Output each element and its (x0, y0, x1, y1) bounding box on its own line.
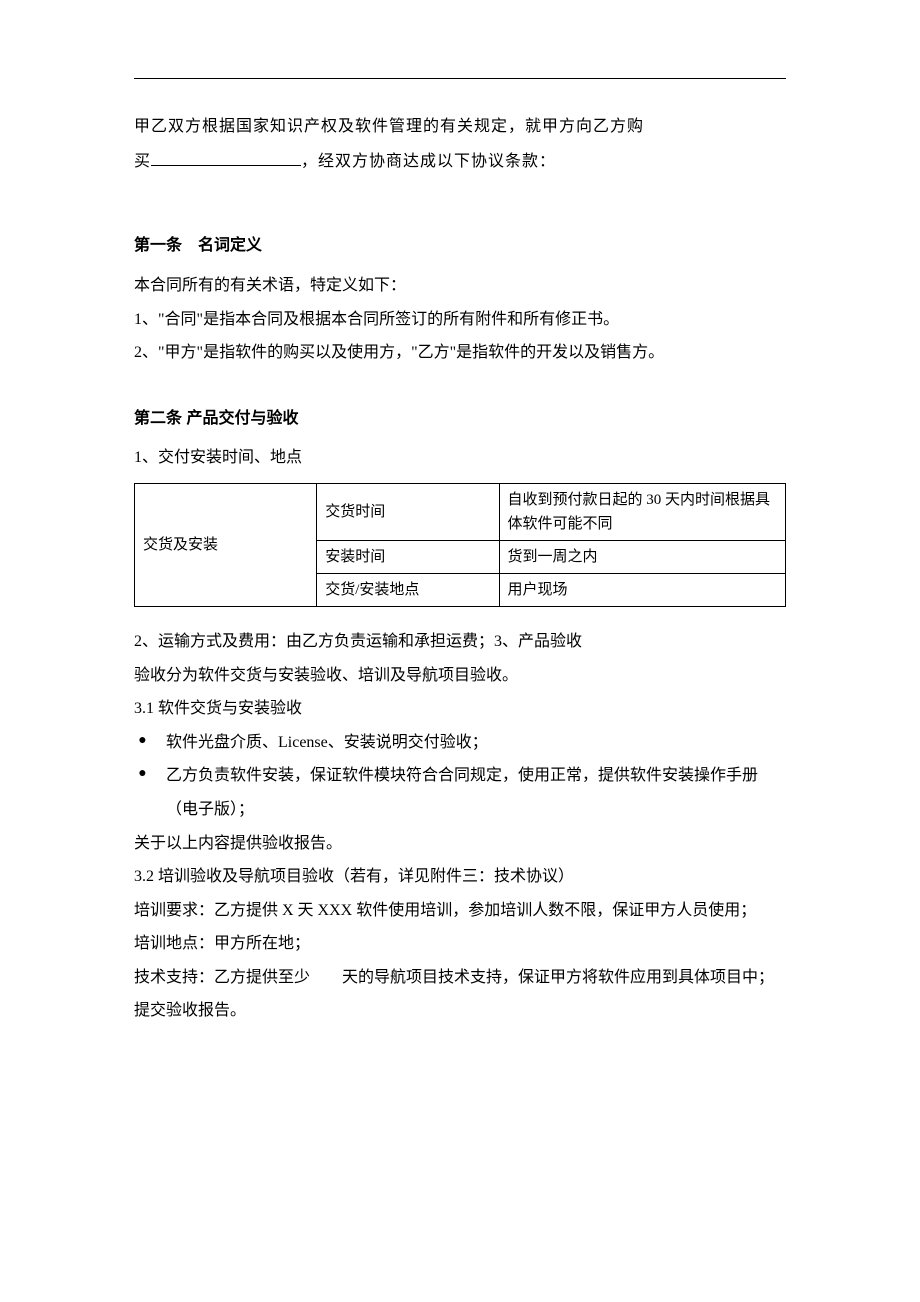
section-2: 第二条 产品交付与验收 1、交付安装时间、地点 交货及安装 交货时间 自收到预付… (134, 402, 786, 1028)
bullet-list: 软件光盘介质、License、安装说明交付验收； 乙方负责软件安装，保证软件模块… (134, 726, 786, 827)
section2-p32-title: 3.2 培训验收及导航项目验收（若有，详见附件三：技术协议） (134, 860, 786, 894)
section2-p1: 1、交付安装时间、地点 (134, 441, 786, 475)
table-cell-value: 自收到预付款日起的 30 天内时间根据具体软件可能不同 (499, 483, 785, 540)
intro-line2-prefix: 买 (134, 153, 151, 170)
delivery-table: 交货及安装 交货时间 自收到预付款日起的 30 天内时间根据具体软件可能不同 安… (134, 483, 786, 607)
table-cell-label: 安装时间 (317, 540, 499, 573)
table-cell-value: 货到一周之内 (499, 540, 785, 573)
top-divider (134, 78, 786, 79)
table-cell-label: 交货时间 (317, 483, 499, 540)
intro-line1: 甲乙双方根据国家知识产权及软件管理的有关规定，就甲方向乙方购 (134, 118, 644, 135)
list-item: 乙方负责软件安装，保证软件模块符合合同规定，使用正常，提供软件安装操作手册（电子… (134, 759, 786, 826)
section1-p2: 2、"甲方"是指软件的购买以及使用方，"乙方"是指软件的开发以及销售方。 (134, 336, 786, 370)
section2-p32-d: 提交验收报告。 (134, 994, 786, 1028)
section2-p31-title: 3.1 软件交货与安装验收 (134, 692, 786, 726)
section2-p3: 验收分为软件交货与安装验收、培训及导航项目验收。 (134, 659, 786, 693)
section2-title: 第二条 产品交付与验收 (134, 402, 786, 436)
intro-line2-suffix: ，经双方协商达成以下协议条款： (301, 153, 556, 170)
section2-p32-b: 培训地点：甲方所在地； (134, 927, 786, 961)
section1-p1: 1、"合同"是指本合同及根据本合同所签订的所有附件和所有修正书。 (134, 303, 786, 337)
table-row: 交货及安装 交货时间 自收到预付款日起的 30 天内时间根据具体软件可能不同 (135, 483, 786, 540)
section1-p0: 本合同所有的有关术语，特定义如下： (134, 269, 786, 303)
section-1: 第一条 名词定义 本合同所有的有关术语，特定义如下： 1、"合同"是指本合同及根… (134, 229, 786, 369)
list-item: 软件光盘介质、License、安装说明交付验收； (134, 726, 786, 760)
table-col1-header: 交货及安装 (135, 483, 317, 606)
section2-p32-a: 培训要求：乙方提供 X 天 XXX 软件使用培训，参加培训人数不限，保证甲方人员… (134, 894, 786, 928)
intro-blank (151, 147, 301, 166)
section1-title: 第一条 名词定义 (134, 229, 786, 263)
table-cell-label: 交货/安装地点 (317, 573, 499, 606)
intro-block: 甲乙双方根据国家知识产权及软件管理的有关规定，就甲方向乙方购 买 ，经双方协商达成… (134, 109, 786, 179)
section2-p31-end: 关于以上内容提供验收报告。 (134, 827, 786, 861)
section2-p2: 2、运输方式及费用：由乙方负责运输和承担运费；3、产品验收 (134, 625, 786, 659)
section2-p32-c: 技术支持：乙方提供至少 天的导航项目技术支持，保证甲方将软件应用到具体项目中； (134, 961, 786, 995)
table-cell-value: 用户现场 (499, 573, 785, 606)
